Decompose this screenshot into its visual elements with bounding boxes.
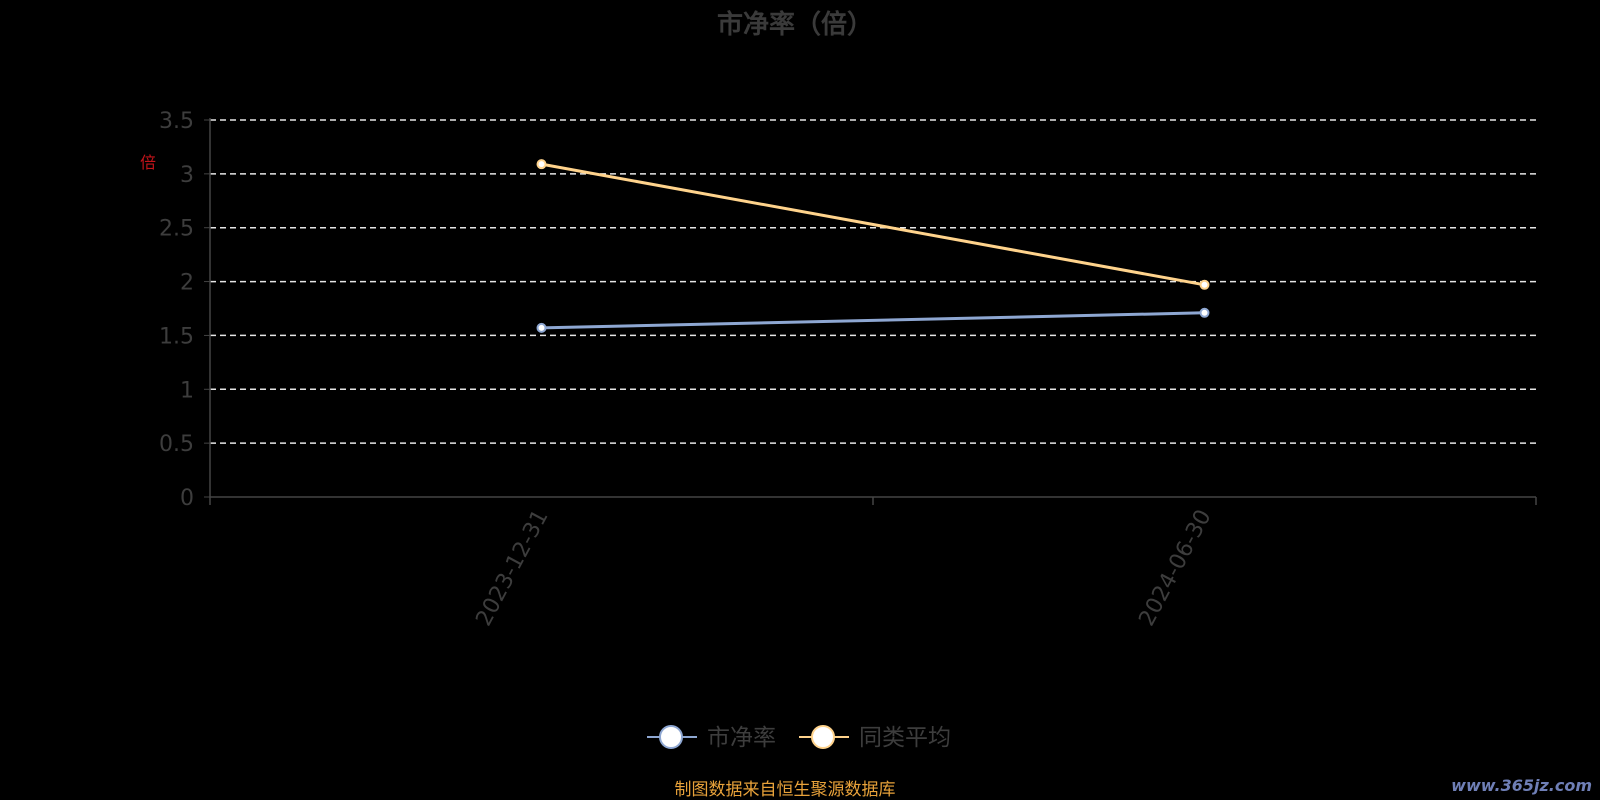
series-layer [536,159,1210,333]
data-point[interactable] [536,159,547,170]
y-tick-label: 1.5 [159,324,194,349]
legend-label: 市净率 [707,725,776,751]
y-tick-label: 1 [180,378,194,403]
x-tick-label: 2024-06-30 [1134,506,1216,631]
x-axis-ticks: 2023-12-31 2024-06-30 [209,497,1537,631]
source-note: 制图数据来自恒生聚源数据库 [675,780,896,800]
legend[interactable]: 市净率 同类平均 [647,725,951,751]
data-point[interactable] [536,322,547,333]
series-line [541,162,1205,287]
data-point[interactable] [1199,307,1210,318]
y-tick-label: 0.5 [159,432,194,457]
data-point[interactable] [1199,279,1210,290]
legend-marker [659,725,683,749]
watermark: www.365jz.com [1451,776,1592,795]
y-axis-ticks: 0 0.5 1 1.5 2 2.5 3 3.5 [159,109,210,511]
axes [209,118,1536,498]
x-tick-label: 2023-12-31 [471,506,553,631]
legend-marker [811,725,835,749]
legend-item[interactable]: 市净率 [647,725,776,751]
chart-title: 市净率（倍） [717,9,873,40]
y-axis-label: 倍 [140,153,156,172]
y-tick-label: 3 [180,163,194,188]
y-tick-label: 0 [180,486,194,511]
y-tick-label: 2.5 [159,217,194,242]
y-tick-label: 3.5 [159,109,194,134]
series-line [541,311,1205,330]
grid-lines [210,119,1536,444]
legend-label: 同类平均 [859,725,951,751]
y-tick-label: 2 [180,271,194,296]
legend-item[interactable]: 同类平均 [799,725,951,751]
